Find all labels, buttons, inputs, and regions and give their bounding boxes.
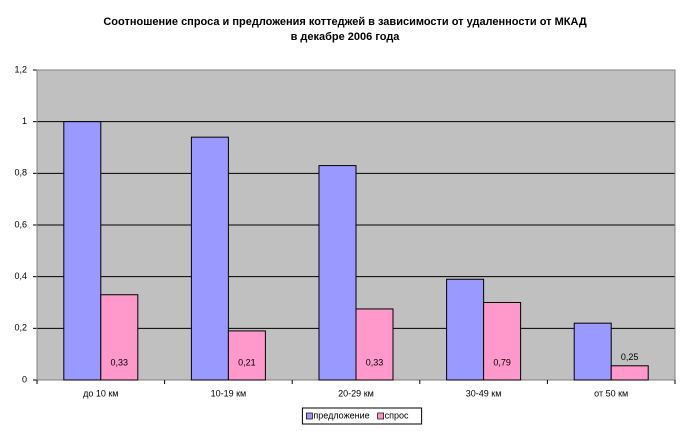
legend-swatch [377, 412, 384, 420]
bar [610, 365, 649, 381]
legend-swatch [306, 412, 313, 420]
bar [573, 322, 612, 381]
x-tick-label: 20-29 км [338, 388, 374, 398]
x-tick-label: 30-49 км [466, 388, 502, 398]
legend-box [301, 407, 423, 425]
bar [446, 278, 485, 381]
bar [227, 330, 266, 381]
y-tick-label: 0 [22, 374, 27, 384]
y-tick-label: 1 [22, 116, 27, 126]
x-tick-label: до 10 км [83, 388, 118, 398]
y-tick-label: 0,6 [14, 219, 27, 229]
y-tick-label: 0,4 [14, 271, 27, 281]
annotation: 0,21 [238, 357, 256, 367]
chart-title: Соотношение спроса и предложения коттедж… [103, 16, 586, 28]
bar [483, 302, 522, 381]
chart-subtitle: в декабре 2006 года [291, 31, 401, 43]
legend-label: предложение [313, 410, 369, 420]
y-tick-label: 1,2 [14, 64, 27, 74]
x-tick-label: 10-19 км [211, 388, 247, 398]
legend-label: спрос [385, 410, 409, 420]
x-tick-label: от 50 км [594, 388, 628, 398]
bar [100, 294, 139, 381]
bar [63, 121, 102, 381]
bar [355, 308, 394, 381]
bar [318, 165, 357, 381]
y-tick-label: 0,8 [14, 168, 27, 178]
bar [190, 136, 229, 381]
annotation: 0,33 [366, 357, 384, 367]
annotation: 0,33 [111, 357, 129, 367]
annotation: 0,79 [493, 357, 511, 367]
y-tick-label: 0,2 [14, 323, 27, 333]
annotation: 0,25 [621, 352, 639, 362]
